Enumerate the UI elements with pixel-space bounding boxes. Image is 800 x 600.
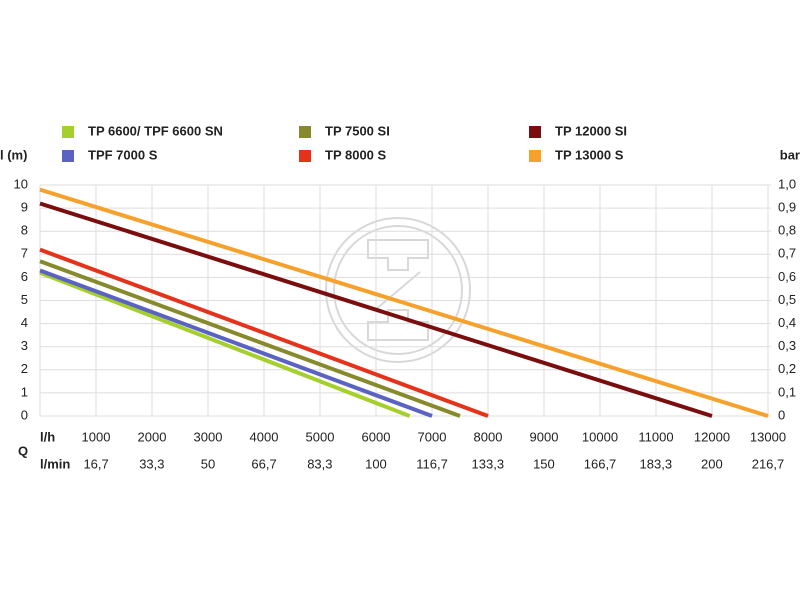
y2-tick-label: 0,5 xyxy=(778,292,796,307)
legend-swatch xyxy=(529,126,541,138)
x2-tick-label: 183,3 xyxy=(640,456,673,471)
y2-tick-label: 0,3 xyxy=(778,338,796,353)
y-tick-label: 7 xyxy=(21,246,28,261)
x-tick-label: 6000 xyxy=(362,429,391,444)
x2-tick-label: 16,7 xyxy=(83,456,108,471)
x-tick-label: 10000 xyxy=(582,429,618,444)
y-tick-label: 8 xyxy=(21,223,28,238)
x-tick-label: 8000 xyxy=(474,429,503,444)
y-axis-label: l (m) xyxy=(0,147,27,162)
x-tick-label: 12000 xyxy=(694,429,730,444)
legend-swatch xyxy=(299,126,311,138)
y-tick-label: 0 xyxy=(21,407,28,422)
legend-swatch xyxy=(299,150,311,162)
y2-tick-label: 0,7 xyxy=(778,246,796,261)
y-tick-label: 9 xyxy=(21,200,28,215)
x-tick-label: 13000 xyxy=(750,429,786,444)
x2-tick-label: 33,3 xyxy=(139,456,164,471)
x2-tick-label: 216,7 xyxy=(752,456,785,471)
series-line xyxy=(39,187,769,418)
x2-tick-label: 166,7 xyxy=(584,456,617,471)
x2-tick-label: 133,3 xyxy=(472,456,505,471)
x2-axis-label: l/min xyxy=(40,456,70,471)
legend-label: TP 7500 SI xyxy=(325,123,390,138)
y2-tick-label: 0,2 xyxy=(778,361,796,376)
y-tick-label: 6 xyxy=(21,269,28,284)
y2-tick-label: 0 xyxy=(778,407,785,422)
y2-tick-label: 0,6 xyxy=(778,269,796,284)
x-tick-label: 2000 xyxy=(138,429,167,444)
y-tick-label: 2 xyxy=(21,361,28,376)
y-tick-label: 4 xyxy=(21,315,28,330)
y2-tick-label: 0,1 xyxy=(778,384,796,399)
legend-swatch xyxy=(529,150,541,162)
y-tick-label: 1 xyxy=(21,384,28,399)
x2-tick-label: 83,3 xyxy=(307,456,332,471)
watermark xyxy=(325,217,471,363)
x-axis-label: l/h xyxy=(40,429,55,444)
x-tick-label: 11000 xyxy=(638,429,673,444)
legend-label: TP 12000 SI xyxy=(555,123,627,138)
y2-tick-label: 0,8 xyxy=(778,223,796,238)
series-line xyxy=(39,268,433,418)
x-tick-label: 7000 xyxy=(418,429,447,444)
x2-tick-label: 200 xyxy=(701,456,723,471)
legend-label: TP 13000 S xyxy=(555,147,624,162)
legend-swatch xyxy=(62,126,74,138)
legend-swatch xyxy=(62,150,74,162)
y2-tick-label: 0,9 xyxy=(778,200,796,215)
x2-tick-label: 150 xyxy=(533,456,555,471)
y2-axis-label: bar xyxy=(780,147,800,162)
series-line xyxy=(39,201,713,418)
y-tick-label: 5 xyxy=(21,292,28,307)
y-tick-label: 3 xyxy=(21,338,28,353)
series-line xyxy=(39,259,461,418)
legend-label: TPF 7000 S xyxy=(88,147,158,162)
legend-label: TP 6600/ TPF 6600 SN xyxy=(88,123,223,138)
x2-tick-label: 116,7 xyxy=(416,456,448,471)
x-group-label: Q xyxy=(18,443,28,458)
x-tick-label: 1000 xyxy=(82,429,111,444)
x2-tick-label: 66,7 xyxy=(251,456,276,471)
y2-tick-label: 1,0 xyxy=(778,176,796,191)
x-tick-label: 5000 xyxy=(306,429,335,444)
x2-tick-label: 100 xyxy=(365,456,387,471)
x2-tick-label: 50 xyxy=(201,456,215,471)
x-tick-label: 9000 xyxy=(530,429,559,444)
y2-tick-label: 0,4 xyxy=(778,315,796,330)
legend-label: TP 8000 S xyxy=(325,147,387,162)
x-tick-label: 4000 xyxy=(250,429,279,444)
series-line xyxy=(39,247,489,418)
x-tick-label: 3000 xyxy=(194,429,223,444)
series-line xyxy=(39,270,411,418)
y-tick-label: 10 xyxy=(14,176,28,191)
